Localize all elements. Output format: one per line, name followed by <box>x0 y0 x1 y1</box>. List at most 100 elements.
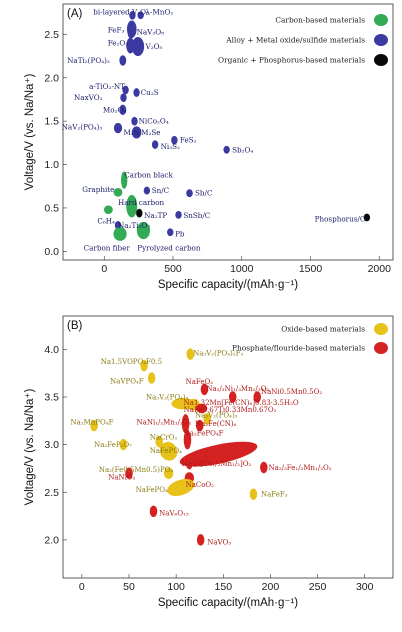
data-point <box>363 213 371 222</box>
data-point <box>119 438 128 451</box>
data-label: Sn/C <box>152 186 170 195</box>
x-tick-label: 500 <box>164 263 182 275</box>
data-point <box>137 11 144 20</box>
data-label: Na1.5VOPO₄F0.5 <box>101 358 162 366</box>
y-tick-label: 2.0 <box>44 72 59 84</box>
data-label: SnSb/C <box>183 211 210 220</box>
data-point <box>129 10 136 20</box>
x-axis-label: Specific capacity/(mAh·g⁻¹) <box>158 279 298 291</box>
data-label: NiCo₂O₄ <box>139 117 169 126</box>
data-point <box>120 93 127 103</box>
data-point <box>195 419 204 432</box>
data-label: NaVPO₄F <box>110 377 144 385</box>
legend-label: Alloy + Metal oxide/sulfide materials <box>225 36 365 45</box>
x-tick-label: 0 <box>79 581 85 593</box>
panel-label: (B) <box>67 320 83 332</box>
legend: Carbon-based materials Alloy + Metal oxid… <box>218 14 388 66</box>
data-label: Sb/C <box>195 189 213 198</box>
data-point <box>131 36 145 57</box>
data-label: NaNi0.5Mn0.5O₂ <box>261 388 322 396</box>
data-point <box>131 126 142 139</box>
data-label: Sb₂O₄ <box>232 145 253 154</box>
data-point <box>186 189 193 198</box>
y-tick-label: 3.0 <box>44 439 59 451</box>
y-tick-label: 3.5 <box>44 391 59 403</box>
data-label: M₂S/M₂Se <box>124 128 161 137</box>
data-label: Carbon fiber <box>84 243 131 252</box>
data-label: NaCoO₂ <box>186 481 215 489</box>
data-point <box>228 391 237 403</box>
data-point <box>126 20 137 38</box>
legend: Oxide-based materials Phosphate/flouride-… <box>232 323 388 354</box>
data-point <box>120 171 128 189</box>
data-point <box>260 461 268 474</box>
data-label: Pyrolyzed carbon <box>137 243 201 252</box>
data-label: NaFePO₄ <box>150 447 182 455</box>
data-label: NaV₂(PO₄)₃ <box>62 123 103 132</box>
data-point <box>185 454 194 470</box>
legend-label: Organic + Phosphorus-based materials <box>218 56 365 65</box>
data-label: NaCrO₂ <box>150 433 178 441</box>
data-label: Cu₂S <box>141 88 159 97</box>
data-label: NaFe0.67Ti0.33Mn0.67O₂ <box>184 406 277 414</box>
data-point <box>103 205 113 215</box>
data-label: NaV₆O₁₅ <box>159 510 189 518</box>
data-label: NaV₃O₈ <box>137 27 165 36</box>
panel-b: 0 50 100 150 200 250 300 2.0 2.5 3.0 3.5 4.0 Specifi… <box>24 315 394 609</box>
data-point <box>133 88 140 97</box>
x-tick-label: 1000 <box>230 263 254 275</box>
legend-marker <box>374 34 388 46</box>
data-point <box>136 208 143 218</box>
data-point <box>119 55 127 66</box>
x-tick-label: 150 <box>215 581 233 593</box>
data-point <box>203 413 212 425</box>
data-label: NaFeO₂ <box>186 378 214 386</box>
data-label: V₂O₅ <box>145 42 163 51</box>
data-point <box>140 359 148 372</box>
data-point <box>159 441 178 461</box>
legend-marker <box>374 14 388 26</box>
data-point <box>119 104 127 116</box>
data-label: Pb <box>175 229 185 238</box>
data-label: C₆H₄ <box>97 216 115 225</box>
data-label: Na1.32Mn[Fe(CN)₆]0.83·3.5H₂O <box>184 399 299 407</box>
data-label: Fe₂O₃ <box>108 39 129 48</box>
x-axis-label: Specific capacity/(mAh·g⁻¹) <box>158 597 298 609</box>
data-point <box>151 140 159 149</box>
data-label: Na₂/₃Fe₁/₂Mn₁/₂O₂ <box>269 464 332 472</box>
data-label: Na₃V₂(PO₄)₃ <box>195 412 238 420</box>
data-label: NaxVO₂ <box>74 93 103 102</box>
data-label: Na₂TP <box>144 211 167 220</box>
data-label: bi-layered V₂O₅ <box>93 7 149 16</box>
data-point <box>253 391 261 403</box>
data-label: Na₂Ti₃O₇ <box>118 221 150 230</box>
data-point <box>163 467 174 479</box>
x-tick-label: 50 <box>123 581 135 593</box>
x-tick-label: 250 <box>309 581 327 593</box>
x-tick-label: 1500 <box>299 263 323 275</box>
data-label: a-TiO₂-NT <box>89 82 125 91</box>
data-label: Carbon black <box>124 170 173 179</box>
data-point <box>181 414 190 434</box>
data-label: NaFeF₃ <box>261 491 288 499</box>
data-label: Phosphorus/C <box>315 215 366 224</box>
data-point <box>186 348 195 360</box>
y-tick-label: 1.0 <box>44 159 59 171</box>
data-point <box>167 479 195 496</box>
data-point <box>147 372 156 384</box>
data-point <box>113 187 123 197</box>
x-tick-label: 2000 <box>368 263 392 275</box>
data-label: Na₂/₃Ni₁/₃Mn₂/₃O₂ <box>206 385 269 393</box>
x-tick-label: 100 <box>167 581 185 593</box>
data-label: NaFePO₄ <box>136 486 168 494</box>
data-point <box>113 227 127 241</box>
legend-marker <box>374 323 388 335</box>
data-label: Na₂FePO₄F <box>184 430 224 438</box>
data-label: FeS₂ <box>180 136 197 145</box>
y-tick-label: 4.0 <box>44 344 59 356</box>
data-label: Na₃V₂(PO₄)₂F₃ <box>193 350 243 358</box>
legend-label: Phosphate/flouride-based materials <box>232 344 365 353</box>
x-tick-label: 0 <box>101 263 107 275</box>
data-label: Graphite <box>82 185 114 194</box>
